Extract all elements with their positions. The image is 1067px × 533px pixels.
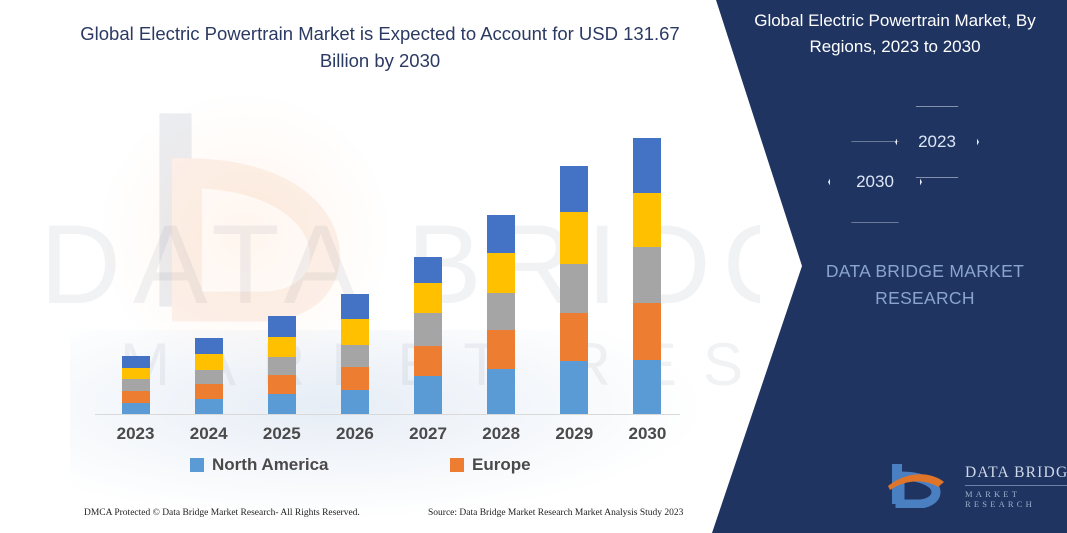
chart-legend: North America Europe xyxy=(95,455,680,481)
data-bridge-logo-icon xyxy=(888,464,944,508)
x-label-2028: 2028 xyxy=(482,424,521,443)
bar-segment xyxy=(414,283,443,313)
bar-segment xyxy=(121,391,150,403)
bar-2028 xyxy=(487,215,516,415)
legend-item-europe[interactable]: Europe xyxy=(450,455,531,475)
bar-segment xyxy=(560,313,589,361)
x-label-2023: 2023 xyxy=(116,424,155,443)
footer-copyright: DMCA Protected © Data Bridge Market Rese… xyxy=(84,508,360,518)
legend-label: Europe xyxy=(472,455,531,474)
legend-label: North America xyxy=(212,455,329,474)
bar-segment xyxy=(487,293,516,330)
chart-panel: DATA BRIDGE MARKET RESEARCH Global Elect… xyxy=(0,23,760,527)
legend-item-north-america[interactable]: North America xyxy=(190,455,329,475)
x-label-2026: 2026 xyxy=(336,424,374,443)
bar-2030 xyxy=(633,138,662,415)
bar-segment xyxy=(633,303,662,360)
bar-segment xyxy=(121,379,150,391)
bar-segment xyxy=(267,316,296,337)
hexagon-badge-2030: 2030 xyxy=(828,141,922,223)
bar-segment xyxy=(414,257,443,283)
bar-2024 xyxy=(194,338,223,415)
bar-segment xyxy=(194,399,223,415)
legend-swatch-icon xyxy=(450,458,464,472)
bar-segment xyxy=(487,369,516,415)
bar-segment xyxy=(560,264,589,313)
bar-segment xyxy=(194,338,223,354)
bar-segment xyxy=(560,361,589,415)
panel-title: Global Electric Powertrain Market, By Re… xyxy=(754,11,1036,56)
logo-line-1: DATA BRIDGE xyxy=(965,464,1067,481)
bar-segment xyxy=(121,403,150,415)
x-label-2030: 2030 xyxy=(628,424,667,443)
bar-segment xyxy=(194,354,223,370)
bar-2026 xyxy=(340,294,369,415)
bar-segment xyxy=(267,337,296,357)
bar-segment xyxy=(633,193,662,247)
bar-segment xyxy=(194,370,223,384)
x-axis-labels: 2023 2024 2025 2026 2027 2028 2029 2030 xyxy=(95,424,680,452)
bar-segment xyxy=(340,319,369,345)
bar-segment xyxy=(487,330,516,369)
bar-segment xyxy=(121,356,150,368)
chart-title: Global Electric Powertrain Market is Exp… xyxy=(80,23,680,71)
hexagon-2023-label: 2023 xyxy=(918,132,956,151)
hexagon-2030-label: 2030 xyxy=(856,172,894,191)
bar-segment xyxy=(633,138,662,193)
bar-segment xyxy=(414,313,443,346)
bar-segment xyxy=(414,376,443,415)
bar-segment xyxy=(194,384,223,399)
bar-segment xyxy=(560,166,589,212)
bar-segment xyxy=(487,253,516,293)
bar-segment xyxy=(340,390,369,415)
bar-segment xyxy=(267,375,296,394)
footer-source: Source: Data Bridge Market Research Mark… xyxy=(428,508,684,518)
x-label-2027: 2027 xyxy=(409,424,447,443)
bar-segment xyxy=(340,294,369,319)
bar-segment xyxy=(121,368,150,379)
bar-segment xyxy=(267,394,296,415)
bar-segment xyxy=(633,360,662,415)
bar-segment xyxy=(487,215,516,253)
bar-2023 xyxy=(121,356,150,415)
hexagon-badge-2023: 2023 xyxy=(895,106,979,178)
logo-wordmark: DATA BRIDGE MARKET RESEARCH xyxy=(965,464,1067,509)
bar-2029 xyxy=(560,166,589,415)
legend-swatch-icon xyxy=(190,458,204,472)
logo-divider xyxy=(965,485,1067,486)
bar-segment xyxy=(340,367,369,390)
x-label-2024: 2024 xyxy=(189,424,228,443)
bar-segment xyxy=(633,247,662,303)
logo-line-2: MARKET RESEARCH xyxy=(965,489,1035,509)
brand-name-text: DATA BRIDGE MARKET RESEARCH xyxy=(825,261,1025,308)
bar-segment xyxy=(414,346,443,376)
plot-area xyxy=(95,115,680,415)
x-label-2029: 2029 xyxy=(555,424,594,443)
bar-segment xyxy=(340,345,369,367)
bar-2027 xyxy=(414,257,443,415)
x-label-2025: 2025 xyxy=(262,424,301,443)
bar-2025 xyxy=(267,316,296,415)
x-axis-line xyxy=(95,414,680,415)
footer: DMCA Protected © Data Bridge Market Rese… xyxy=(0,505,760,527)
bar-segment xyxy=(560,212,589,264)
bar-segment xyxy=(267,357,296,375)
